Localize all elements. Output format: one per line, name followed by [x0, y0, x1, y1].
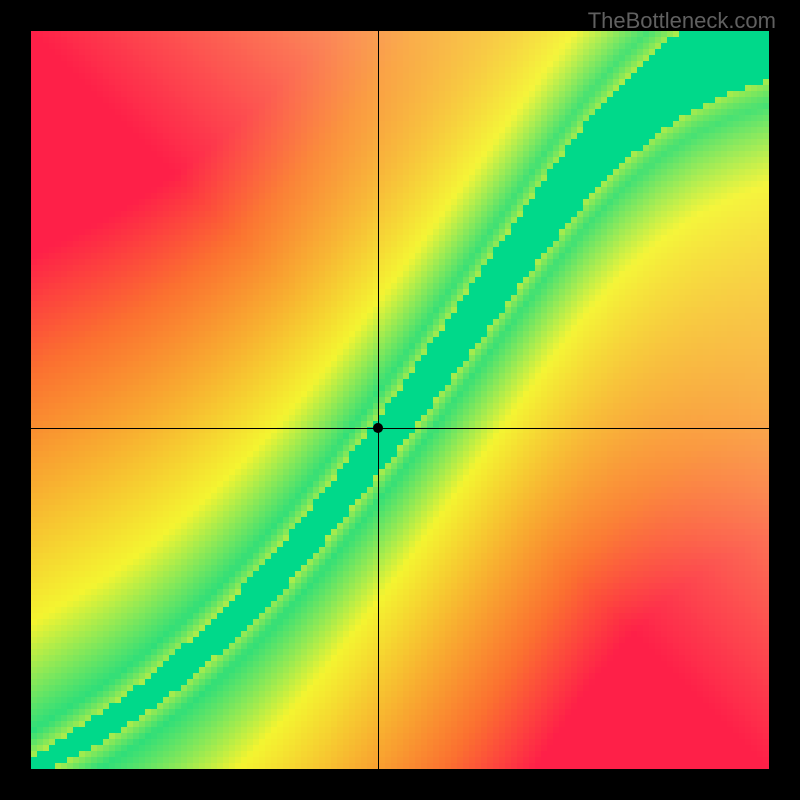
- watermark-text: TheBottleneck.com: [588, 8, 776, 34]
- bottleneck-heatmap: [31, 31, 769, 769]
- chart-container: TheBottleneck.com: [0, 0, 800, 800]
